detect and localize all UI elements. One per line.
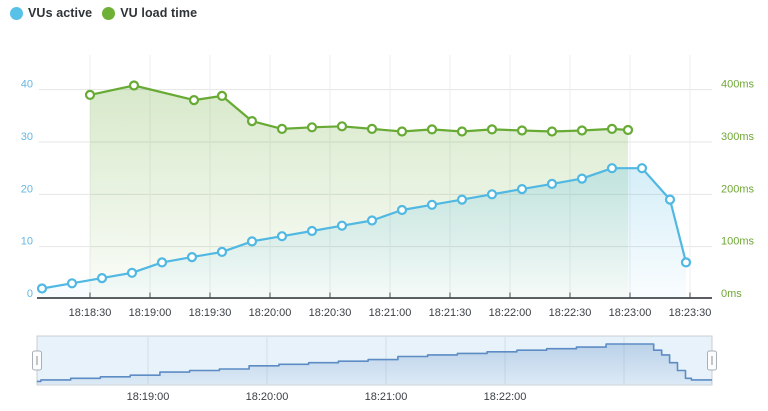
vu-load-time-swatch-icon xyxy=(102,6,116,20)
legend-label-vus-active: VUs active xyxy=(28,6,93,20)
brush-handle-right[interactable] xyxy=(707,350,717,371)
vu-load-time-point[interactable] xyxy=(456,126,468,137)
nav-x-label: 18:19:00 xyxy=(127,391,170,403)
vus-active-point[interactable] xyxy=(366,215,378,226)
vu-load-time-point[interactable] xyxy=(84,89,96,101)
nav-x-label: 18:20:00 xyxy=(246,391,289,403)
vu-load-time-point[interactable] xyxy=(576,125,588,136)
vus-active-point[interactable] xyxy=(546,178,558,189)
vu-load-time-point[interactable] xyxy=(188,94,200,106)
vus-active-area xyxy=(42,168,686,298)
right-axis-label: 100ms xyxy=(721,236,755,248)
main-chart-svg: 18:18:30 18:19:00 18:19:30 18:20:00 18:20:30… xyxy=(21,55,755,319)
vus-active-point[interactable] xyxy=(426,199,438,210)
vus-active-point[interactable] xyxy=(456,194,468,205)
right-axis-label: 400ms xyxy=(721,79,755,91)
vus-active-point[interactable] xyxy=(606,163,618,174)
vus-active-point[interactable] xyxy=(306,225,318,237)
legend-item-vus-active[interactable]: VUs active xyxy=(10,6,92,20)
x-axis-label: 18:23:30 xyxy=(669,307,712,319)
x-axis-label: 18:20:00 xyxy=(249,307,292,319)
x-axis-label: 18:18:30 xyxy=(69,307,112,319)
legend-item-vu-load-time[interactable]: VU load time xyxy=(102,6,197,20)
x-axis-label: 18:19:00 xyxy=(129,307,172,319)
vu-load-time-point[interactable] xyxy=(516,125,528,136)
vus-active-point[interactable] xyxy=(216,246,228,257)
left-axis-label: 40 xyxy=(21,79,33,91)
x-axis-label: 18:23:00 xyxy=(609,307,652,319)
vus-active-point[interactable] xyxy=(96,273,108,284)
right-axis-label: 200ms xyxy=(721,183,755,195)
vus-active-point[interactable] xyxy=(516,184,528,195)
vus-active-point[interactable] xyxy=(246,236,258,247)
x-axis-label: 18:19:30 xyxy=(189,307,232,319)
x-axis-label: 18:22:30 xyxy=(549,307,592,319)
nav-x-label: 18:22:00 xyxy=(484,391,527,403)
legend-label-vu-load-time: VU load time xyxy=(120,6,198,20)
vu-load-time-point[interactable] xyxy=(486,124,498,135)
left-axis-label: 20 xyxy=(21,183,33,195)
x-axis-label: 18:22:00 xyxy=(489,307,532,319)
overview-navigator: 18:19:00 18:20:00 18:21:00 18:22:00 xyxy=(0,330,768,411)
navigator-svg: 18:19:00 18:20:00 18:21:00 18:22:00 xyxy=(32,335,717,403)
vu-load-time-point[interactable] xyxy=(606,123,618,134)
vus-active-point[interactable] xyxy=(186,252,198,263)
vus-active-point[interactable] xyxy=(36,283,48,294)
vu-load-time-point[interactable] xyxy=(276,123,288,134)
nav-x-label: 18:21:00 xyxy=(365,391,408,403)
left-axis-label: 30 xyxy=(21,131,33,143)
vus-active-point[interactable] xyxy=(680,257,692,268)
vus-active-point[interactable] xyxy=(66,278,78,289)
vus-active-point[interactable] xyxy=(636,163,648,174)
vus-active-point[interactable] xyxy=(396,204,408,216)
left-axis-label: 0 xyxy=(27,288,33,300)
vus-active-point[interactable] xyxy=(336,220,348,231)
vu-load-time-point[interactable] xyxy=(306,122,318,133)
vus-active-point[interactable] xyxy=(486,189,498,200)
x-axis-label: 18:21:00 xyxy=(369,307,412,319)
chart-legend: VUs active VU load time xyxy=(10,6,197,20)
x-axis-label: 18:21:30 xyxy=(429,307,472,319)
vu-load-time-point[interactable] xyxy=(216,90,228,102)
vu-load-time-point[interactable] xyxy=(366,123,378,134)
vu-load-time-point[interactable] xyxy=(246,115,258,127)
nav-area xyxy=(36,344,712,384)
vus-active-point[interactable] xyxy=(576,173,588,184)
vus-active-point[interactable] xyxy=(664,194,676,205)
vus-active-point[interactable] xyxy=(156,257,168,268)
brush-handle-left[interactable] xyxy=(32,350,42,371)
vu-load-time-point[interactable] xyxy=(622,124,634,136)
nav-line xyxy=(36,343,713,383)
x-axis-label: 18:20:30 xyxy=(309,307,352,319)
vu-load-time-point[interactable] xyxy=(128,80,140,91)
vus-active-point[interactable] xyxy=(126,267,138,278)
vus-active-point[interactable] xyxy=(276,231,288,242)
vu-load-time-point[interactable] xyxy=(426,124,438,135)
left-axis-label: 10 xyxy=(21,236,33,248)
main-chart: 18:18:30 18:19:00 18:19:30 18:20:00 18:20:30… xyxy=(21,55,755,319)
vus-active-swatch-icon xyxy=(10,6,23,20)
vu-load-time-point[interactable] xyxy=(546,126,558,137)
right-axis-label: 0ms xyxy=(721,288,742,300)
vu-load-time-point[interactable] xyxy=(336,121,348,132)
right-axis-label: 300ms xyxy=(721,131,755,143)
vu-load-time-point[interactable] xyxy=(396,126,408,137)
